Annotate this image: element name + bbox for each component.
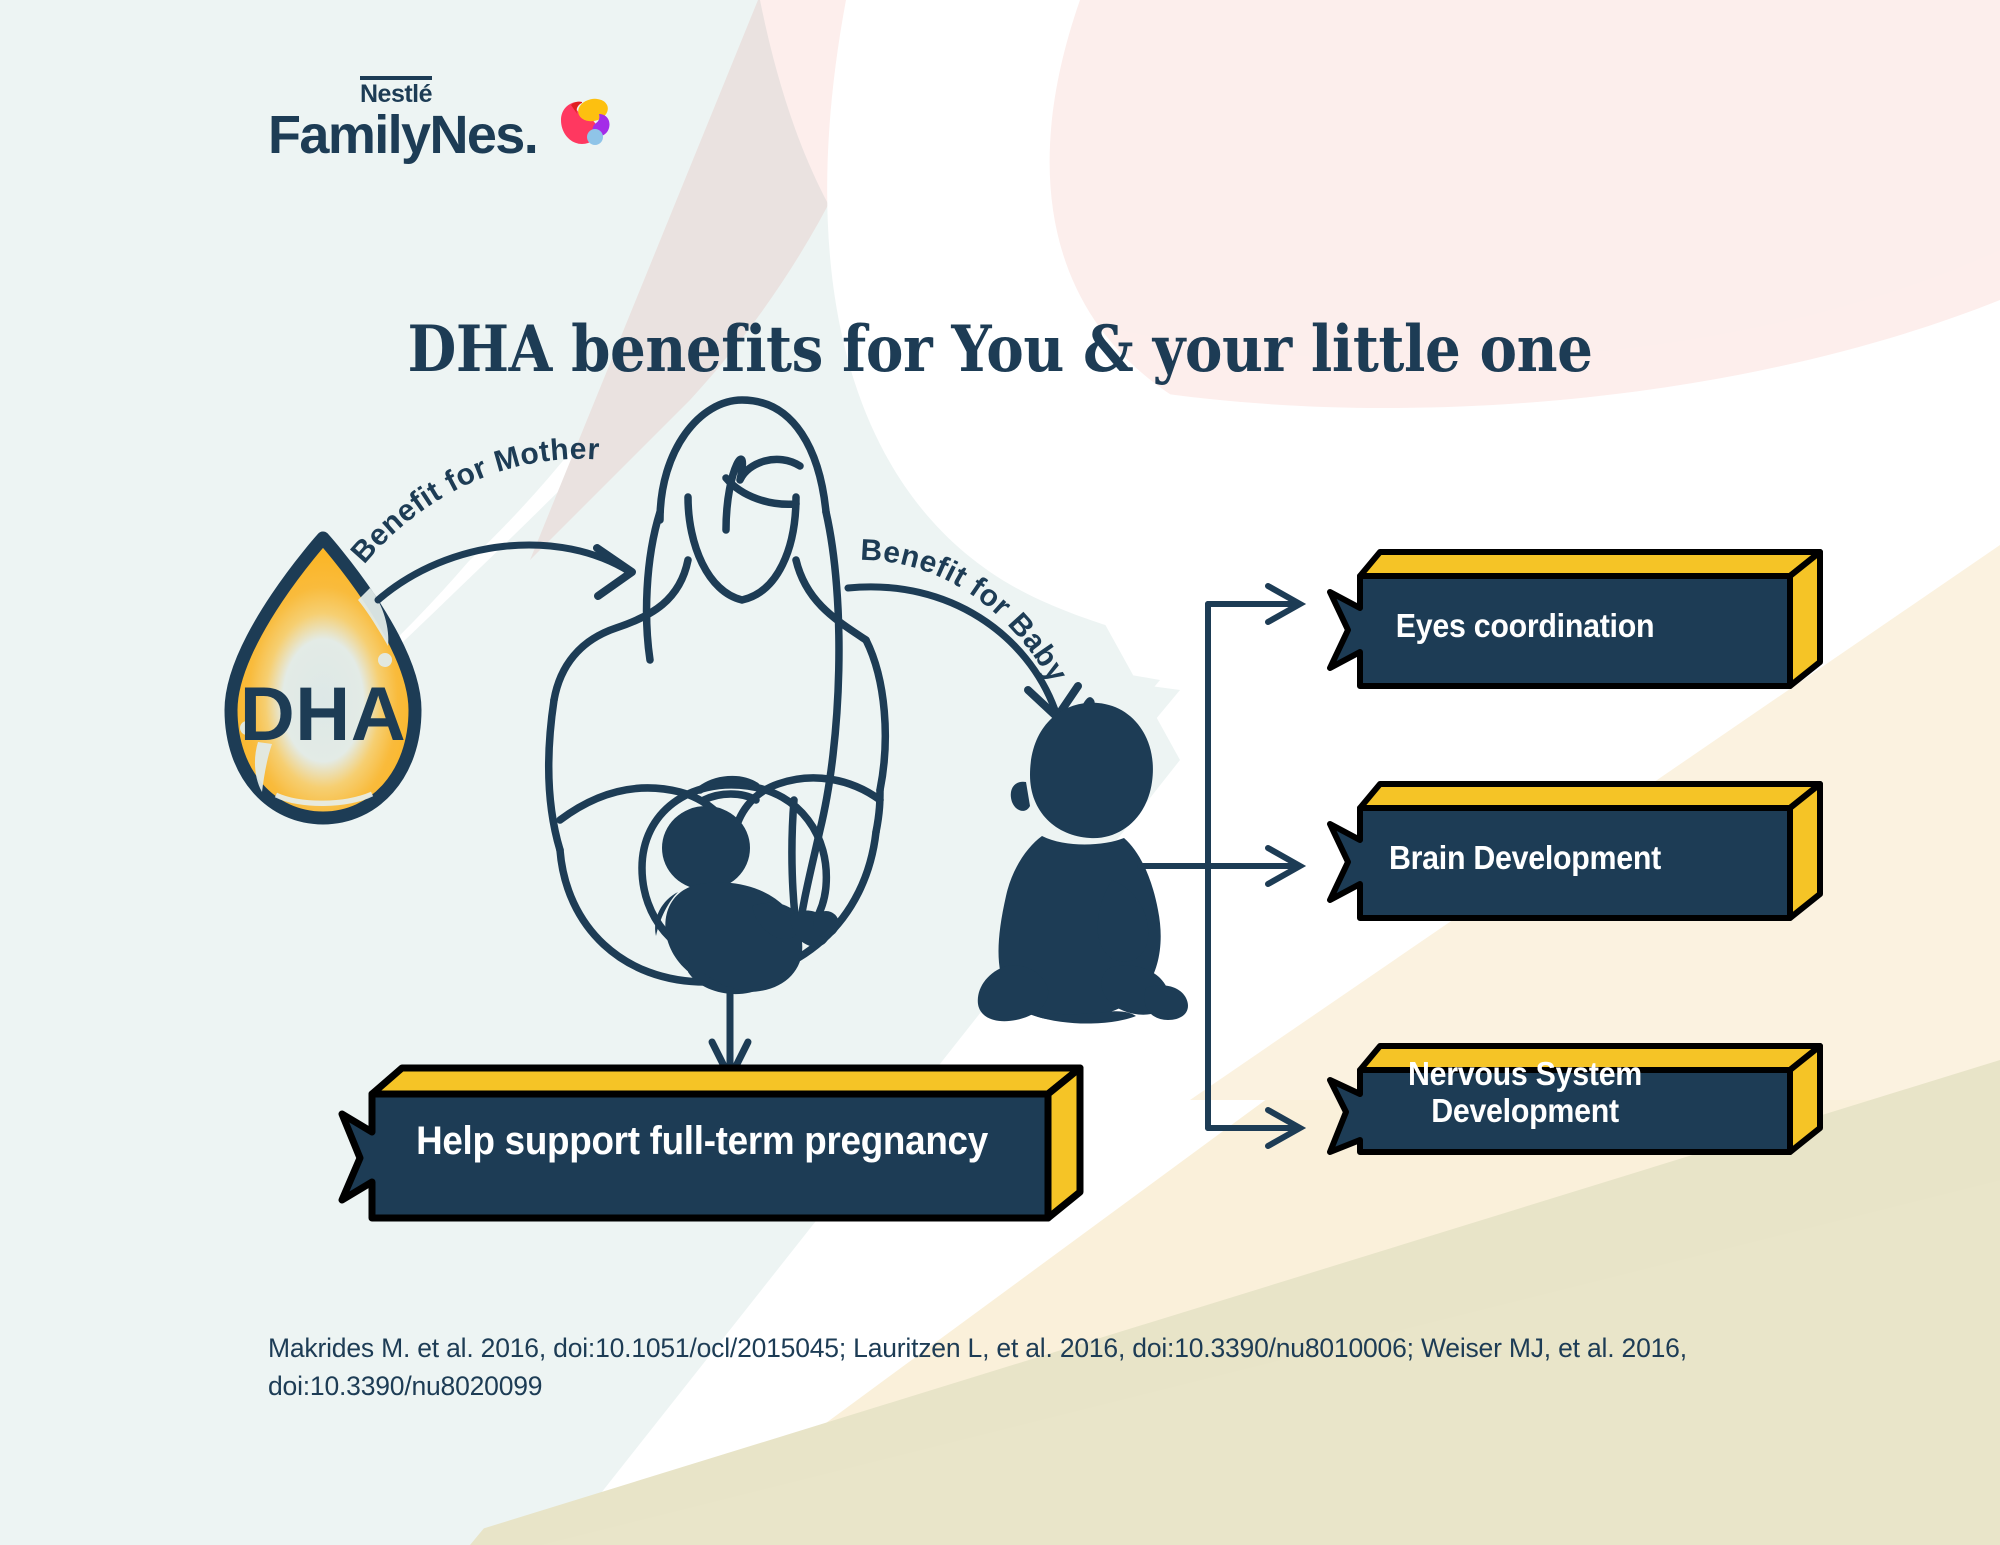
benefit-for-mother-arrow: [374, 541, 636, 604]
callout-box-pregnancy[interactable]: [338, 1064, 1084, 1222]
callout-box-brain[interactable]: [1327, 781, 1823, 921]
sitting-baby-silhouette: [977, 697, 1188, 1024]
familynes-colour-mark-icon: [561, 98, 610, 145]
callout-label-brain: Brain Development: [1388, 838, 1661, 876]
callout-label-nervous: Nervous System Development: [1359, 1055, 1690, 1131]
callout-label-eyes: Eyes coordination: [1395, 606, 1655, 644]
pregnant-mother-illustration: [545, 396, 889, 986]
callout-label-nervous-line1: Nervous System: [1407, 1055, 1643, 1093]
page-title: DHA benefits for You & your little one: [407, 312, 1593, 387]
brand-logo: Nestlé FamilyNes.: [268, 76, 613, 165]
dha-droplet-icon: [224, 531, 422, 825]
nestle-text: Nestlé: [360, 80, 433, 108]
callout-label-nervous-line2: Development: [1431, 1092, 1619, 1129]
nestle-rule: [360, 76, 432, 80]
citation-text: Makrides M. et al. 2016, doi:10.1051/ocl…: [268, 1333, 1687, 1401]
familynes-text: FamilyNes.: [268, 105, 539, 165]
callout-label-pregnancy: Help support full-term pregnancy: [416, 1118, 988, 1163]
callout-box-eyes[interactable]: [1327, 549, 1823, 689]
fetus-silhouette: [655, 806, 839, 995]
dha-label: DHA: [240, 672, 406, 757]
callout-box-nervous[interactable]: [1327, 1043, 1823, 1155]
logo-wordmark: Nestlé FamilyNes.: [268, 76, 539, 165]
nestle-lockup: Nestlé: [360, 76, 433, 108]
baby-benefit-connectors: [1137, 583, 1307, 1149]
